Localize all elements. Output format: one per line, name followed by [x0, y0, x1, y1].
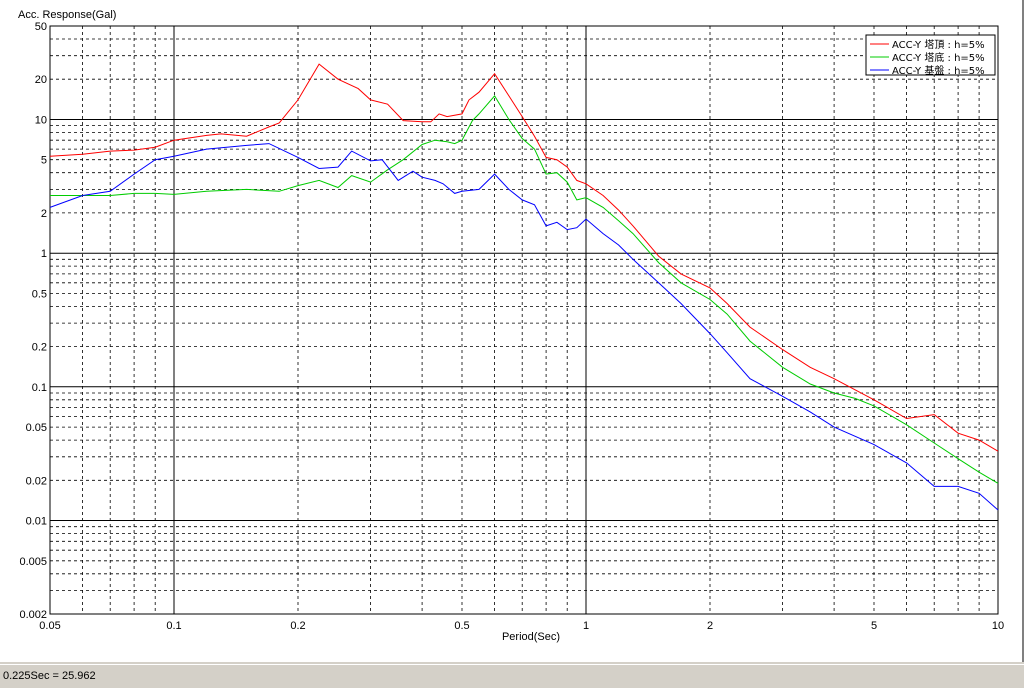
legend-box — [865, 34, 996, 76]
series-line-2 — [50, 95, 999, 484]
series-line-3 — [49, 143, 999, 511]
status-bar: 0.225Sec = 25.962 — [0, 664, 1024, 688]
plot-area[interactable]: Acc. Response(Gal) Period(Sec) 50 20 10 5 2 1… — [0, 0, 1024, 662]
y-tick-label: 2 — [41, 208, 47, 220]
y-tick-label: 0.01 — [26, 516, 47, 528]
y-tick-label: 50 — [35, 21, 47, 33]
grid-lines — [50, 26, 998, 614]
x-tick-labels: 0.05 0.1 0.2 0.5 1 2 5 10 — [39, 620, 1004, 632]
legend-entry: ACC-Y 基盤 : h=5% — [892, 64, 985, 77]
y-tick-label: 0.1 — [32, 382, 47, 394]
legend-entry: ACC-Y 塔底 : h=5% — [892, 51, 985, 64]
plot-frame — [49, 25, 999, 615]
x-tick-label: 5 — [871, 620, 877, 632]
legend-entry: ACC-Y 塔頂 : h=5% — [892, 38, 985, 51]
y-tick-label: 0.02 — [26, 475, 47, 487]
x-tick-label: 1 — [583, 620, 589, 632]
y-tick-label: 20 — [35, 74, 47, 86]
y-tick-label: 0.002 — [19, 609, 47, 621]
x-tick-label: 0.05 — [39, 620, 60, 632]
y-tick-labels: 50 20 10 5 2 1 0.5 0.2 0.1 0.05 0.02 0.01 0.005 0.002 — [19, 21, 47, 621]
y-tick-label: 1 — [41, 248, 47, 260]
series-lines — [49, 63, 999, 511]
y-tick-label: 0.05 — [26, 422, 47, 434]
y-tick-label: 0.2 — [32, 342, 47, 354]
x-axis-label: Period(Sec) — [502, 631, 560, 643]
x-tick-label: 0.5 — [454, 620, 469, 632]
y-tick-label: 0.005 — [19, 556, 47, 568]
y-tick-label: 0.5 — [32, 288, 47, 300]
legend: ACC-Y 塔頂 : h=5%ACC-Y 塔底 : h=5%ACC-Y 基盤 :… — [865, 34, 996, 77]
series-line-1 — [49, 63, 999, 452]
x-tick-label: 0.2 — [290, 620, 305, 632]
x-tick-label: 2 — [707, 620, 713, 632]
response-spectrum-chart[interactable]: Acc. Response(Gal) Period(Sec) 50 20 10 5 2 1… — [0, 0, 1022, 662]
x-tick-label: 10 — [992, 620, 1004, 632]
x-tick-label: 0.1 — [166, 620, 181, 632]
y-axis-label: Acc. Response(Gal) — [18, 9, 116, 21]
y-tick-label: 5 — [41, 155, 47, 167]
y-tick-label: 10 — [35, 115, 47, 127]
status-readout: 0.225Sec = 25.962 — [3, 670, 96, 682]
